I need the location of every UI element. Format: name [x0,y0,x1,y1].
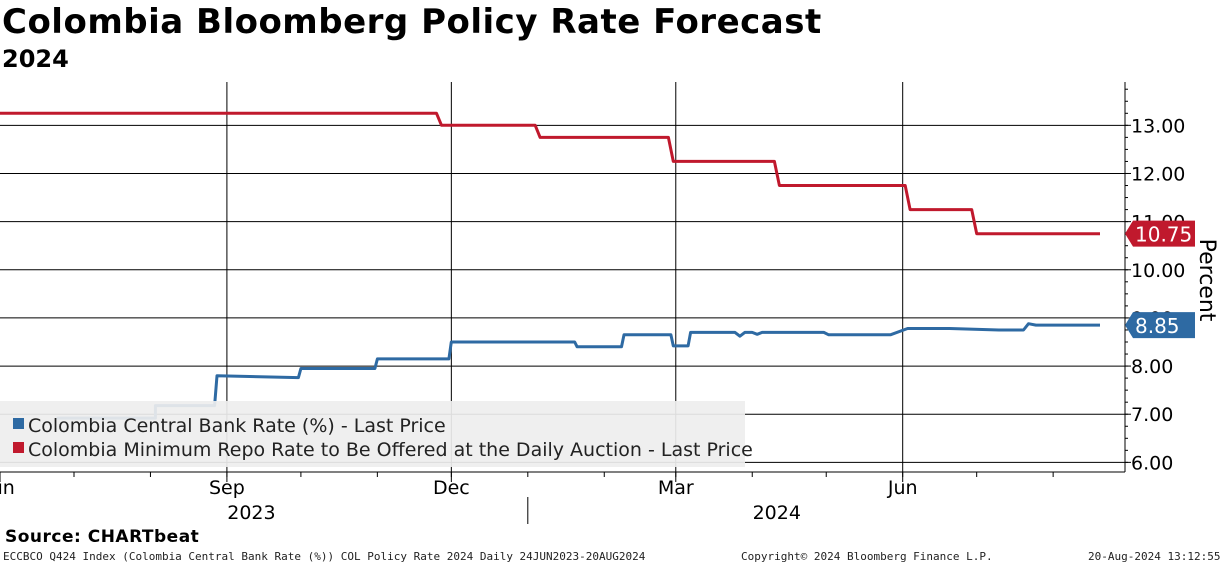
last-value-label: 10.75 [1135,223,1192,247]
x-tick-label: Sep [209,477,245,499]
series-layer [0,111,1100,420]
legend-label-central: Colombia Central Bank Rate (%) - Last Pr… [28,415,446,437]
y-tick-label: 13.00 [1131,115,1185,137]
y-tick-label: 10.00 [1131,260,1185,282]
legend-label-repo: Colombia Minimum Repo Rate to Be Offered… [28,439,753,461]
x-year-label: 2023 [227,502,275,524]
series-line-central-bank-rate [56,322,1100,420]
y-tick-label: 12.00 [1131,163,1185,185]
gridlines [0,82,1125,472]
legend-swatch-repo [13,442,24,453]
y-tick-label: 6.00 [1131,452,1173,474]
x-year-label: 2024 [753,502,801,524]
y-tick-label: 8.00 [1131,356,1173,378]
last-value-label: 8.85 [1135,314,1180,338]
x-tick-label: Mar [658,477,694,499]
footer-center: Copyright© 2024 Bloomberg Finance L.P. [741,550,993,563]
source-note: Source: CHARTbeat [5,527,200,547]
y-axis-label: Percent [1194,239,1219,322]
footer-right: 20-Aug-2024 13:12:55 [1088,550,1221,563]
x-tick-label: Dec [433,477,470,499]
series-line-repo-rate [0,111,1100,236]
chart-subtitle: 2024 [2,45,69,73]
chart-title: Colombia Bloomberg Policy Rate Forecast [2,2,822,42]
legend-swatch-central [13,418,24,429]
axes: 6.007.008.009.0010.0011.0012.0013.00JunS… [0,82,1195,524]
legend: Colombia Central Bank Rate (%) - Last Pr… [0,401,753,467]
last-value-tag [1125,220,1195,247]
legend-box [0,401,745,467]
last-value-tag [1125,312,1195,339]
footer-left: ECCBCO Q424 Index (Colombia Central Bank… [3,550,646,563]
y-tick-label: 7.00 [1131,404,1173,426]
x-tick-label: Jun [887,477,918,499]
x-tick-label: Jun [0,477,15,499]
